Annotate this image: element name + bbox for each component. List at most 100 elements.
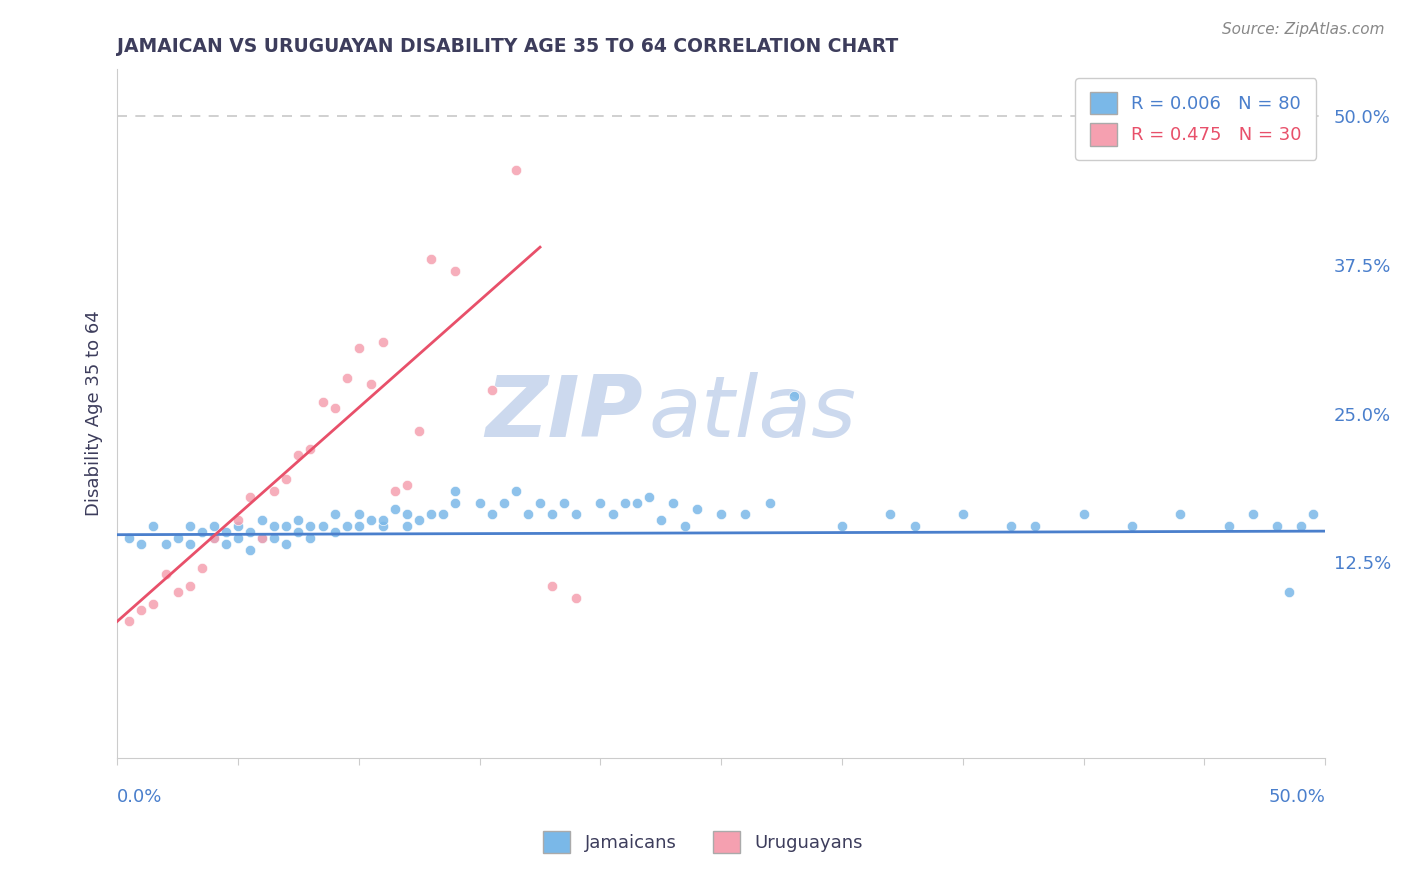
Point [952, 508, 974, 522]
Point [276, 537, 298, 551]
Point [396, 519, 419, 533]
Point [529, 495, 551, 509]
Point [311, 394, 333, 409]
Point [1073, 508, 1095, 522]
Point [1278, 584, 1301, 599]
Point [432, 508, 454, 522]
Point [686, 501, 709, 516]
Point [131, 537, 153, 551]
Point [287, 448, 309, 462]
Point [347, 519, 370, 533]
Point [384, 483, 406, 498]
Point [360, 376, 382, 391]
Point [673, 519, 696, 533]
Point [1265, 519, 1288, 533]
Point [1000, 519, 1022, 533]
Point [384, 501, 406, 516]
Point [1121, 519, 1143, 533]
Point [166, 531, 188, 545]
Point [1168, 508, 1191, 522]
Text: JAMAICAN VS URUGUAYAN DISABILITY AGE 35 TO 64 CORRELATION CHART: JAMAICAN VS URUGUAYAN DISABILITY AGE 35 … [117, 37, 898, 56]
Point [1302, 508, 1324, 522]
Y-axis label: Disability Age 35 to 64: Disability Age 35 to 64 [86, 310, 103, 516]
Point [263, 519, 285, 533]
Point [311, 519, 333, 533]
Point [541, 579, 564, 593]
Text: atlas: atlas [648, 372, 856, 455]
Point [299, 519, 322, 533]
Point [468, 495, 491, 509]
Point [347, 508, 370, 522]
Point [226, 531, 249, 545]
Point [1218, 519, 1240, 533]
Point [565, 591, 588, 605]
Point [190, 525, 212, 540]
Point [155, 566, 177, 581]
Point [263, 531, 285, 545]
Text: 0.0%: 0.0% [117, 788, 163, 805]
Point [903, 519, 925, 533]
Point [323, 525, 346, 540]
Point [142, 519, 165, 533]
Point [226, 513, 249, 527]
Point [589, 495, 612, 509]
Point [371, 335, 394, 350]
Point [166, 584, 188, 599]
Point [287, 525, 309, 540]
Point [541, 508, 564, 522]
Point [444, 264, 467, 278]
Point [408, 513, 430, 527]
Point [179, 579, 201, 593]
Point [299, 442, 322, 457]
Point [420, 508, 443, 522]
Point [239, 490, 262, 504]
Point [190, 561, 212, 575]
Point [202, 519, 225, 533]
Point [155, 537, 177, 551]
Point [420, 252, 443, 266]
Point [263, 483, 285, 498]
Point [444, 483, 467, 498]
Point [226, 519, 249, 533]
Point [142, 597, 165, 611]
Point [505, 163, 527, 178]
Point [1024, 519, 1046, 533]
Point [360, 513, 382, 527]
Point [131, 602, 153, 616]
Point [602, 508, 624, 522]
Point [323, 508, 346, 522]
Point [734, 508, 756, 522]
Point [637, 490, 659, 504]
Point [215, 525, 238, 540]
Point [371, 519, 394, 533]
Point [179, 519, 201, 533]
Point [299, 531, 322, 545]
Legend: Jamaicans, Uruguayans: Jamaicans, Uruguayans [536, 824, 870, 861]
Text: Source: ZipAtlas.com: Source: ZipAtlas.com [1222, 22, 1385, 37]
Point [323, 401, 346, 415]
Point [118, 531, 141, 545]
Point [879, 508, 901, 522]
Point [202, 531, 225, 545]
Point [408, 425, 430, 439]
Point [505, 483, 527, 498]
Text: 50.0%: 50.0% [1268, 788, 1326, 805]
Text: ZIP: ZIP [485, 372, 643, 455]
Point [783, 389, 806, 403]
Point [481, 383, 503, 397]
Point [179, 537, 201, 551]
Point [239, 525, 262, 540]
Point [613, 495, 636, 509]
Point [250, 513, 273, 527]
Point [1289, 519, 1312, 533]
Point [287, 513, 309, 527]
Point [371, 513, 394, 527]
Point [710, 508, 733, 522]
Point [758, 495, 780, 509]
Point [202, 531, 225, 545]
Point [565, 508, 588, 522]
Point [492, 495, 515, 509]
Point [250, 531, 273, 545]
Point [250, 531, 273, 545]
Point [650, 513, 672, 527]
